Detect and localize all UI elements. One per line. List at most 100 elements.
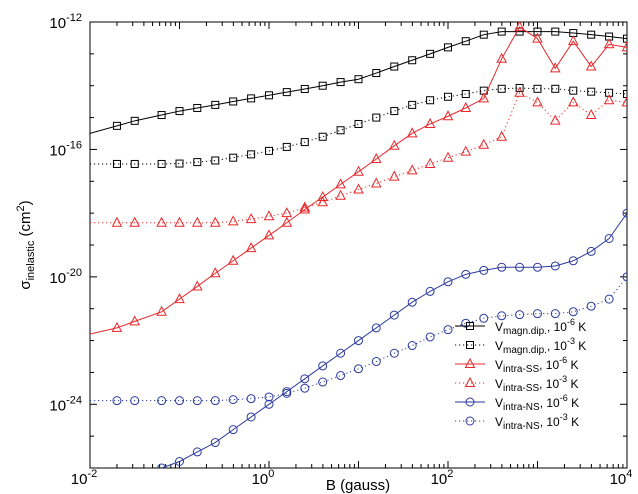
y-tick-label: 10-20 bbox=[49, 267, 82, 287]
data-point bbox=[157, 111, 166, 120]
data-point bbox=[281, 216, 293, 227]
x-tick-label: 102 bbox=[431, 468, 454, 488]
data-point bbox=[443, 325, 453, 335]
data-point bbox=[174, 216, 185, 227]
data-point bbox=[496, 52, 508, 63]
data-point bbox=[426, 49, 435, 58]
data-point bbox=[246, 412, 256, 422]
data-point bbox=[515, 262, 525, 272]
data-point bbox=[389, 348, 399, 358]
data-point bbox=[604, 294, 614, 304]
data-point bbox=[211, 156, 220, 165]
data-point bbox=[370, 177, 382, 188]
data-point bbox=[533, 309, 542, 319]
data-point bbox=[407, 341, 417, 351]
data-point bbox=[193, 158, 202, 167]
y-axis-label-main: σ bbox=[17, 280, 34, 290]
data-point bbox=[193, 103, 202, 112]
data-point bbox=[354, 75, 363, 84]
series-3 bbox=[90, 22, 627, 335]
data-point bbox=[300, 138, 309, 147]
data-point bbox=[209, 267, 221, 278]
data-point bbox=[157, 159, 166, 168]
data-point bbox=[497, 262, 507, 272]
data-point bbox=[604, 233, 614, 243]
series-5 bbox=[157, 208, 627, 468]
data-point bbox=[586, 246, 596, 256]
legend-item: Vintra-SS, 10-6 K bbox=[455, 355, 579, 375]
y-axis-label: σinelastic (cm2) bbox=[15, 200, 37, 289]
series-line bbox=[90, 276, 627, 402]
legend-item: Vmagn.dip., 10-3 K bbox=[455, 336, 586, 356]
x-tick-label: 104 bbox=[610, 468, 633, 488]
data-point bbox=[175, 456, 184, 466]
data-point bbox=[157, 396, 167, 406]
data-point bbox=[264, 392, 274, 402]
data-point bbox=[567, 35, 579, 46]
data-point bbox=[174, 293, 185, 304]
data-point bbox=[479, 30, 488, 39]
data-point bbox=[497, 84, 506, 93]
data-point bbox=[300, 84, 309, 93]
data-point bbox=[265, 146, 273, 155]
data-point bbox=[461, 89, 470, 98]
data-point bbox=[211, 100, 220, 109]
data-point bbox=[318, 132, 327, 141]
legend-label: Vintra-SS, 10-3 K bbox=[495, 374, 579, 394]
data-point bbox=[550, 261, 560, 271]
data-point bbox=[175, 107, 184, 116]
data-point bbox=[228, 425, 238, 435]
data-point bbox=[479, 313, 489, 323]
data-point bbox=[372, 113, 381, 122]
series-4 bbox=[90, 86, 627, 227]
data-point bbox=[318, 361, 328, 371]
data-point bbox=[549, 62, 561, 73]
series-line bbox=[161, 212, 627, 468]
data-point bbox=[282, 388, 292, 398]
data-point bbox=[496, 130, 508, 141]
data-point bbox=[111, 216, 123, 227]
data-point bbox=[532, 96, 543, 107]
data-point bbox=[551, 27, 560, 36]
series-6 bbox=[90, 272, 627, 406]
data-point bbox=[299, 203, 311, 214]
data-point bbox=[372, 69, 381, 78]
data-point bbox=[335, 178, 346, 189]
data-point bbox=[192, 447, 202, 457]
data-point bbox=[497, 27, 506, 36]
data-point bbox=[568, 256, 578, 266]
x-tick-label: 100 bbox=[252, 468, 275, 488]
y-tick-label: 10-24 bbox=[49, 394, 82, 414]
series-line bbox=[90, 31, 627, 134]
data-point bbox=[317, 196, 329, 207]
data-point bbox=[210, 396, 220, 406]
data-point bbox=[425, 332, 435, 342]
data-point bbox=[245, 213, 257, 224]
data-point bbox=[407, 297, 417, 307]
data-point bbox=[585, 108, 597, 120]
legend-label: Vintra-NS, 10-6 K bbox=[495, 393, 579, 413]
data-point bbox=[336, 126, 345, 135]
data-point bbox=[460, 101, 472, 112]
x-tick-label: 10-2 bbox=[71, 468, 97, 488]
data-point bbox=[388, 170, 400, 181]
data-point bbox=[442, 110, 454, 121]
data-point bbox=[533, 27, 542, 36]
data-point bbox=[317, 190, 329, 202]
series-line bbox=[90, 87, 627, 165]
data-point bbox=[264, 399, 274, 409]
data-point bbox=[479, 265, 489, 275]
data-point bbox=[156, 305, 167, 316]
legend-item: Vintra-NS, 10-6 K bbox=[455, 393, 579, 413]
data-point bbox=[227, 254, 239, 265]
legend-label: Vintra-NS, 10-3 K bbox=[495, 412, 579, 432]
data-point bbox=[129, 216, 141, 227]
data-point bbox=[444, 43, 452, 52]
data-point bbox=[533, 84, 542, 93]
data-point bbox=[336, 78, 345, 87]
data-point bbox=[390, 107, 399, 116]
data-point bbox=[112, 121, 121, 130]
legend-label: Vmagn.dip., 10-3 K bbox=[495, 336, 586, 356]
data-point bbox=[336, 371, 346, 381]
